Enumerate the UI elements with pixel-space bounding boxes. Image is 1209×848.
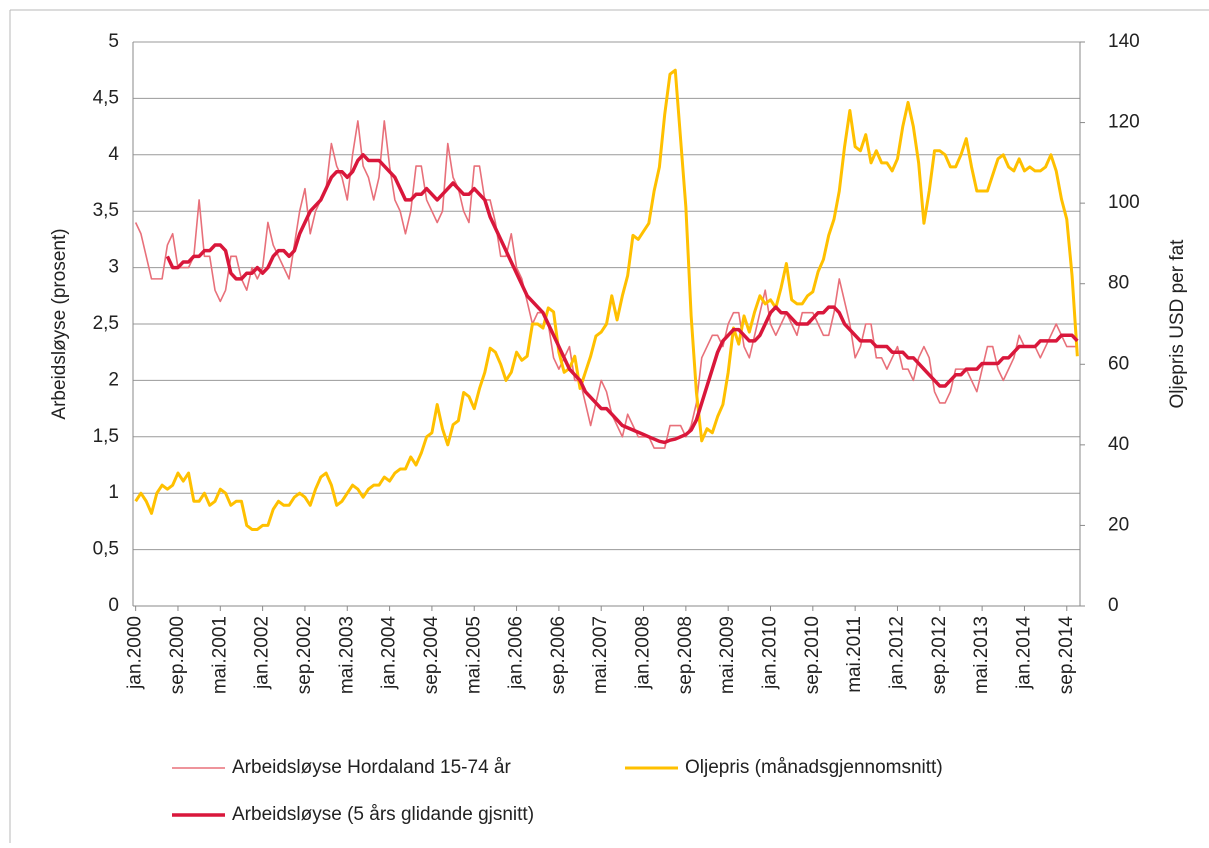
y-tick-label: 0 [108, 595, 119, 616]
x-tick-label: sep.2004 [421, 616, 442, 695]
x-tick-label: jan.2004 [379, 616, 400, 690]
x-tick-label: mai.2013 [971, 616, 992, 694]
y2-tick-label: 80 [1108, 273, 1129, 294]
x-tick-label: mai.2007 [590, 616, 611, 694]
x-tick-label: jan.2008 [633, 616, 654, 690]
y-tick-label: 2 [108, 369, 119, 390]
y2-tick-label: 140 [1108, 31, 1140, 52]
x-tick-label: sep.2002 [294, 616, 315, 694]
legend-label: Oljepris (månadsgjennomsnitt) [685, 757, 943, 778]
legend-label: Arbeidsløyse (5 års glidande gjsnitt) [232, 804, 534, 825]
x-tick-label: jan.2006 [506, 616, 527, 690]
x-tick-label: jan.2000 [125, 616, 146, 690]
y2-tick-label: 20 [1108, 514, 1129, 535]
y-tick-label: 4,5 [93, 87, 119, 108]
y2-axis-title: Oljepris USD per fat [1167, 239, 1188, 409]
series-line [134, 120, 1078, 449]
legend: Arbeidsløyse Hordaland 15-74 år Oljepris … [172, 757, 943, 825]
x-tick-label: jan.2014 [1013, 616, 1034, 690]
x-tick-label: sep.2010 [802, 616, 823, 694]
x-tick-label: mai.2009 [717, 616, 738, 694]
y-tick-label: 2,5 [93, 313, 119, 334]
x-tick-label: jan.2010 [760, 616, 781, 690]
y-tick-label: 1,5 [93, 426, 119, 447]
x-tick-label: sep.2006 [548, 616, 569, 694]
x-tick-label: sep.2014 [1056, 616, 1077, 695]
x-tick-label: sep.2000 [167, 616, 188, 694]
x-tick-label: sep.2008 [675, 616, 696, 694]
x-tick-label: jan.2002 [252, 616, 273, 690]
y2-tick-label: 100 [1108, 192, 1140, 213]
series-line [165, 153, 1079, 445]
plot [134, 68, 1079, 531]
y2-tick-label: 60 [1108, 353, 1129, 374]
series-line [134, 68, 1079, 531]
x-tick-label: mai.2001 [209, 616, 230, 694]
y-tick-label: 3,5 [93, 200, 119, 221]
legend-label: Arbeidsløyse Hordaland 15-74 år [232, 757, 511, 778]
y-tick-label: 4 [108, 144, 119, 165]
y-axis-title: Arbeidsløyse (prosent) [49, 228, 70, 419]
x-tick-label: jan.2012 [886, 616, 907, 690]
x-tick-label: mai.2003 [336, 616, 357, 694]
y-tick-label: 0,5 [93, 539, 119, 560]
x-tick-label: mai.2005 [463, 616, 484, 694]
x-tick-label: mai.2011 [844, 616, 865, 693]
y-tick-label: 3 [108, 257, 119, 278]
y-tick-label: 1 [108, 482, 119, 503]
x-tick-label: sep.2012 [929, 616, 950, 694]
y2-tick-label: 40 [1108, 434, 1129, 455]
y-tick-label: 5 [108, 31, 119, 52]
y2-tick-label: 0 [1108, 595, 1119, 616]
y2-tick-label: 120 [1108, 112, 1140, 133]
